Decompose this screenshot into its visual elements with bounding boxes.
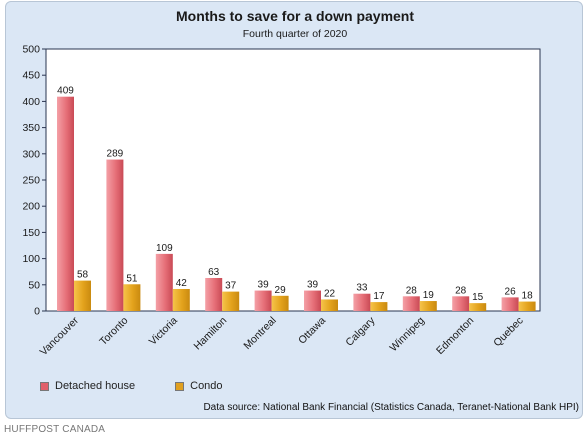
data-label-condo: 58 [77, 270, 89, 281]
legend-entry-detached-house: Detached house [40, 380, 135, 392]
chart-subtitle: Fourth quarter of 2020 [243, 28, 348, 40]
y-tick-label: 200 [22, 201, 40, 213]
bar-condo [172, 288, 190, 311]
data-label-condo: 18 [522, 291, 534, 302]
chart-title: Months to save for a down payment [176, 8, 414, 24]
y-tick-label: 350 [22, 122, 40, 134]
y-tick-label: 150 [22, 227, 40, 239]
data-label-condo: 42 [176, 278, 188, 289]
bar-detached-house [353, 293, 371, 311]
data-label-detached-house: 39 [307, 280, 319, 291]
bar-detached-house [254, 290, 272, 311]
chart-canvas: Months to save for a down payment Fourth… [22, 8, 541, 358]
bar-condo [518, 301, 536, 311]
bar-condo [370, 302, 388, 311]
x-tick-label: Victoria [147, 315, 180, 348]
data-label-detached-house: 26 [505, 286, 517, 297]
legend-label-detached-house: Detached house [55, 380, 136, 392]
x-tick-label: Toronto [97, 315, 130, 348]
credit: HUFFPOST CANADA [4, 424, 106, 435]
x-tick-label: Winnipeg [387, 315, 427, 355]
data-label-detached-house: 63 [208, 267, 220, 278]
data-label-condo: 29 [275, 285, 287, 296]
x-tick-label: Hamilton [192, 315, 230, 353]
bar-detached-house [304, 290, 321, 311]
bar-detached-house [402, 296, 420, 311]
x-tick-label: Edmonton [434, 315, 476, 357]
y-axis: 0 50 100 150 200 250 300 350 400 450 500 [22, 44, 46, 318]
y-tick-label: 50 [28, 279, 40, 291]
y-tick-label: 100 [22, 253, 40, 265]
bar-condo [321, 299, 338, 311]
x-tick-label: Calgary [343, 314, 378, 349]
bars: 409 58 289 51 109 42 63 37 39 29 39 22 33 17 28 19 28 15 2… [57, 86, 536, 312]
data-label-condo: 37 [225, 281, 237, 292]
data-label-condo: 51 [126, 273, 138, 284]
data-label-detached-house: 109 [156, 243, 173, 254]
data-label-condo: 19 [423, 290, 435, 301]
y-tick-label: 250 [22, 175, 40, 187]
source-note: Data source: National Bank Financial (St… [203, 402, 579, 413]
y-tick-label: 300 [22, 148, 40, 160]
bar-condo [123, 284, 141, 311]
bar-condo [74, 280, 91, 311]
legend-swatch-detached-house [40, 381, 49, 391]
data-label-detached-house: 28 [406, 285, 418, 296]
plot-area [45, 48, 541, 312]
bar-detached-house [205, 277, 223, 311]
data-label-detached-house: 28 [455, 285, 467, 296]
x-axis: Vancouver Toronto Victoria Hamilton Montreal… [38, 314, 526, 358]
x-tick-label: Quebec [491, 315, 525, 349]
y-tick-label: 0 [34, 306, 40, 318]
bar-detached-house [155, 253, 173, 311]
bar-detached-house [501, 297, 519, 311]
legend-entry-condo: Condo [175, 380, 223, 392]
bar-detached-house [452, 296, 470, 311]
data-label-detached-house: 289 [107, 149, 124, 160]
data-label-detached-house: 409 [57, 86, 74, 97]
y-tick-label: 400 [22, 96, 40, 108]
y-tick-label: 500 [22, 44, 40, 56]
bar-condo [419, 301, 437, 311]
legend: Detached house Condo [40, 380, 223, 392]
chart-frame: Months to save for a down payment Fourth… [5, 1, 583, 419]
legend-swatch-condo [175, 381, 185, 391]
y-tick-label: 450 [22, 70, 40, 82]
data-label-condo: 15 [472, 292, 484, 303]
x-tick-label: Montreal [241, 315, 278, 352]
data-label-condo: 17 [373, 291, 385, 302]
bar-condo [271, 295, 289, 311]
x-tick-label: Vancouver [38, 314, 82, 358]
bar-detached-house [106, 159, 124, 311]
bar-detached-house [57, 96, 74, 312]
bar-condo [222, 291, 240, 311]
data-label-condo: 22 [324, 288, 336, 299]
legend-label-condo: Condo [190, 380, 223, 392]
bar-condo [469, 303, 487, 311]
data-label-detached-house: 33 [356, 283, 368, 294]
x-tick-label: Ottawa [296, 315, 328, 347]
data-label-detached-house: 39 [258, 280, 270, 291]
